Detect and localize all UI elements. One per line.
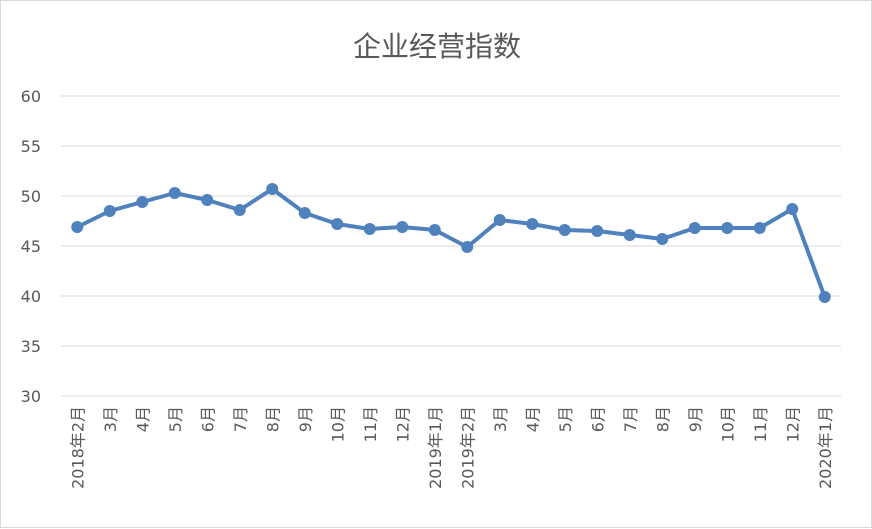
data-point — [396, 221, 409, 233]
data-point — [753, 222, 766, 234]
data-point — [201, 194, 214, 206]
data-point — [168, 187, 181, 199]
x-tick-label: 7月 — [621, 406, 640, 432]
x-tick-label: 5月 — [556, 406, 575, 432]
x-tick-label: 12月 — [393, 406, 412, 442]
data-point — [233, 204, 246, 216]
data-point — [591, 225, 604, 237]
x-tick-label: 3月 — [101, 406, 120, 432]
x-tick-label: 9月 — [686, 406, 705, 432]
data-point — [461, 241, 474, 253]
y-tick-label: 50 — [21, 187, 41, 206]
data-point — [688, 222, 701, 234]
data-point — [656, 233, 669, 245]
x-tick-label: 7月 — [231, 406, 250, 432]
x-tick-label: 2019年1月 — [426, 406, 445, 489]
x-tick-label: 4月 — [523, 406, 542, 432]
x-tick-label: 2020年1月 — [816, 406, 835, 489]
y-tick-label: 40 — [21, 287, 41, 306]
x-tick-label: 6月 — [198, 406, 217, 432]
chart-title: 企业经营指数 — [353, 30, 521, 63]
data-point — [526, 218, 539, 230]
x-tick-label: 10月 — [328, 406, 347, 442]
x-tick-label: 12月 — [783, 406, 802, 442]
data-point — [71, 221, 84, 233]
y-tick-label: 60 — [21, 87, 41, 106]
series-line — [76, 187, 827, 298]
data-point — [493, 214, 506, 226]
data-point — [818, 291, 831, 303]
data-point — [331, 218, 344, 230]
x-tick-label: 3月 — [491, 406, 510, 432]
y-tick-label: 55 — [21, 137, 41, 156]
data-point — [136, 196, 149, 208]
x-tick-label: 6月 — [588, 406, 607, 432]
x-tick-label: 5月 — [166, 406, 185, 432]
x-tick-label: 11月 — [751, 406, 770, 442]
x-tick-label: 8月 — [653, 406, 672, 432]
x-tick-label: 10月 — [718, 406, 737, 442]
x-tick-label: 9月 — [296, 406, 315, 432]
data-point — [623, 229, 636, 241]
data-point — [558, 224, 571, 236]
data-point — [298, 207, 311, 219]
y-tick-label: 35 — [21, 337, 41, 356]
y-tick-label: 45 — [21, 237, 41, 256]
data-point — [721, 222, 734, 234]
y-tick-label: 30 — [21, 387, 41, 406]
x-tick-label: 2019年2月 — [458, 406, 477, 489]
x-tick-label: 11月 — [361, 406, 380, 442]
x-tick-label: 8月 — [263, 406, 282, 432]
x-tick-label: 2018年2月 — [68, 406, 87, 489]
data-point — [103, 205, 116, 217]
data-point — [266, 183, 279, 195]
data-point — [786, 203, 799, 215]
data-point — [428, 224, 441, 236]
data-point — [363, 223, 376, 235]
x-tick-label: 4月 — [133, 406, 152, 432]
